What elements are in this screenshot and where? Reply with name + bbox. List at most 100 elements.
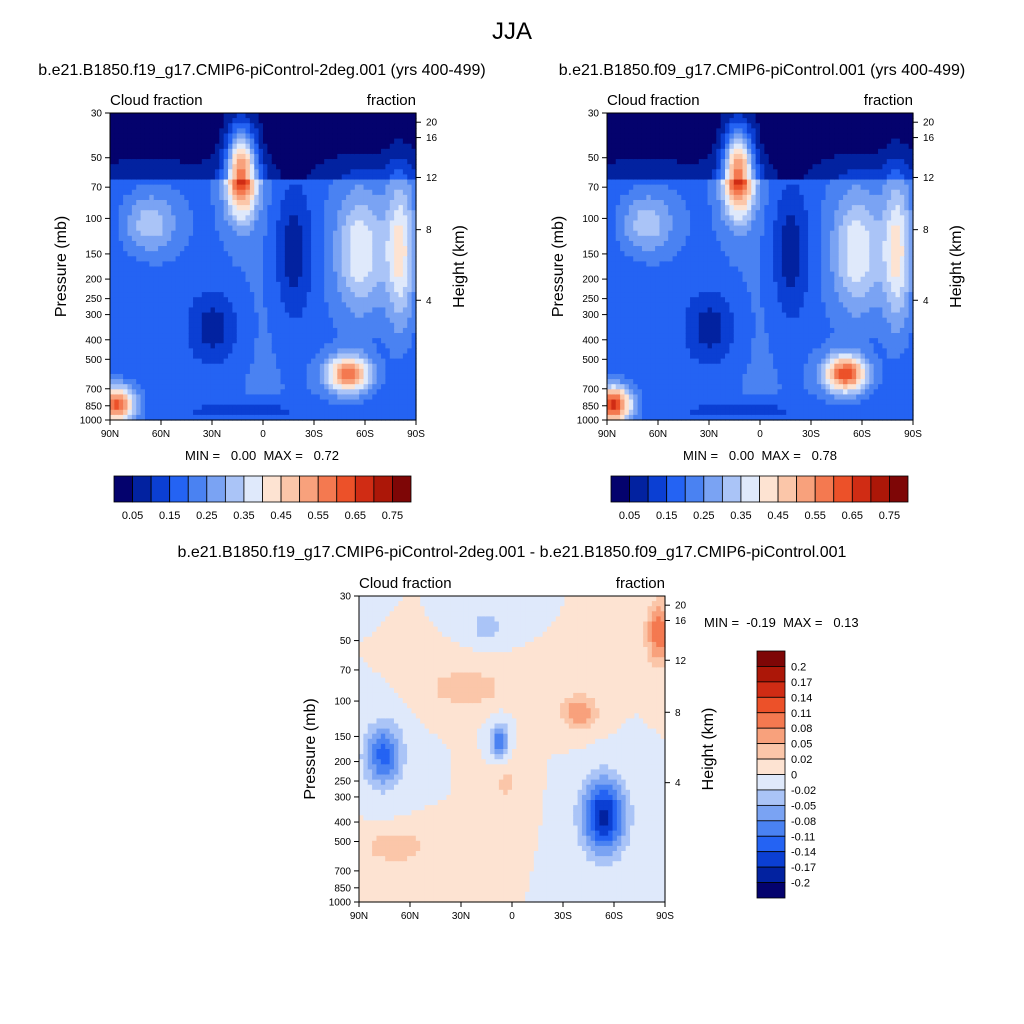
- panel-1-y2-tick-label: 16: [426, 133, 438, 144]
- panel-2-title: b.e21.B1850.f09_g17.CMIP6-piControl.001 …: [558, 62, 966, 79]
- panel-3-y-tick-label: 150: [334, 732, 351, 743]
- panel-3-colorbar-label: -0.2: [791, 878, 810, 890]
- panel-3-x-tick-label: 0: [509, 911, 515, 922]
- panel-3-colorbar-label: -0.11: [791, 831, 815, 843]
- figure-title: JJA: [491, 18, 532, 45]
- panel-3-y-tick-label: 70: [340, 665, 352, 676]
- panel-1-y-tick-label: 200: [85, 275, 102, 286]
- panel-1-colorbar-box: [392, 475, 412, 503]
- panel-3-ylabel: Pressure (mb): [302, 698, 319, 799]
- panel-3-colorbar-box: [756, 696, 786, 714]
- panel-3-y-tick-label: 850: [334, 883, 351, 894]
- panel-1-colorbar-label: 0.75: [382, 510, 403, 522]
- panel-2-colorbar-box: [889, 475, 909, 503]
- panel-2-y2-tick-label: 20: [923, 118, 935, 129]
- panel-3-colorbar-box: [756, 866, 786, 883]
- panel-1-x-tick-label: 60N: [152, 429, 170, 440]
- panel-3-colorbar-label: 0.17: [791, 677, 812, 689]
- panel-1-y-tick-label: 500: [85, 355, 102, 366]
- panel-3-colorbar-label: 0.14: [791, 692, 812, 704]
- panel-3-field: [359, 596, 666, 903]
- panel-3-y-tick-label: 250: [334, 777, 351, 788]
- panel-3-y2label: Height (km): [700, 708, 717, 791]
- panel-2-right-label: fraction: [864, 92, 913, 109]
- panel-3-colorbar-box: [756, 758, 786, 775]
- panel-2-x-tick-label: 90N: [598, 429, 616, 440]
- panel-1-y-tick-label: 70: [91, 183, 103, 194]
- panel-3-colorbar-box: [756, 650, 786, 667]
- panel-3-x-tick-label: 60S: [605, 911, 623, 922]
- panel-1-y2-tick-label: 8: [426, 225, 432, 236]
- panel-2-colorbar-label: 0.65: [842, 510, 863, 522]
- panel-2-stats: MIN = 0.00 MAX = 0.78: [683, 448, 837, 463]
- panel-2-colorbar-label: 0.75: [879, 510, 900, 522]
- panel-3-colorbar-box: [756, 882, 786, 899]
- panel-1-ylabel: Pressure (mb): [53, 216, 70, 317]
- panel-1-y-tick-label: 150: [85, 249, 102, 260]
- panel-1-field: [110, 113, 417, 421]
- panel-2-x-tick-label: 30N: [700, 429, 718, 440]
- panel-1-y-tick-label: 250: [85, 294, 102, 305]
- panel-2-ylabel: Pressure (mb): [550, 216, 567, 317]
- panel-3-colorbar-box: [756, 681, 786, 698]
- panel-3-x-tick-label: 90N: [350, 911, 368, 922]
- panel-1-y-tick-label: 300: [85, 310, 102, 321]
- panel-1-colorbar-label: 0.55: [307, 510, 328, 522]
- panel-3-colorbar-label: 0.02: [791, 754, 812, 766]
- panel-2-y2-tick-label: 8: [923, 225, 929, 236]
- panel-3-colorbar-box: [756, 820, 786, 837]
- panel-1-y-tick-label: 850: [85, 401, 102, 412]
- panel-3-right-label: fraction: [616, 575, 665, 592]
- panel-3-colorbar-label: 0.05: [791, 739, 812, 751]
- panel-1-colorbar-label: 0.35: [233, 510, 254, 522]
- panel-2-y-tick-label: 30: [588, 109, 600, 120]
- panel-1-y-tick-label: 700: [85, 384, 102, 395]
- panel-3-y-tick-label: 30: [340, 592, 352, 603]
- panel-1-colorbar-label: 0.15: [159, 510, 180, 522]
- panel-2-field: [607, 113, 914, 421]
- panel-3-y2-tick-label: 8: [675, 708, 681, 719]
- panel-1-y2-tick-label: 20: [426, 118, 438, 129]
- panel-1-stats: MIN = 0.00 MAX = 0.72: [185, 448, 339, 463]
- panel-1-x-tick-label: 0: [260, 429, 266, 440]
- panel-3-left-label: Cloud fraction: [359, 575, 452, 592]
- panel-2-y-tick-label: 70: [588, 183, 600, 194]
- panel-2-y-tick-label: 100: [582, 214, 599, 225]
- panel-2-x-tick-label: 0: [757, 429, 763, 440]
- panel-2-colorbar: [610, 475, 909, 503]
- panel-3-colorbar-box: [756, 835, 786, 853]
- panel-2-y2-tick-label: 4: [923, 296, 929, 307]
- panel-3-colorbar-label: -0.05: [791, 800, 816, 812]
- panel-1-colorbar-label: 0.45: [270, 510, 291, 522]
- panel-1-x-tick-label: 60S: [356, 429, 374, 440]
- panel-3-colorbar-label: 0: [791, 770, 797, 782]
- panel-2-x-tick-label: 90S: [904, 429, 922, 440]
- panel-1-y2-tick-label: 12: [426, 173, 438, 184]
- panel-3-x-tick-label: 60N: [401, 911, 419, 922]
- panel-3-colorbar-box: [756, 851, 786, 868]
- panel-2-y-tick-label: 200: [582, 275, 599, 286]
- panel-1-colorbar-label: 0.65: [345, 510, 366, 522]
- panel-1-x-tick-label: 30N: [203, 429, 221, 440]
- panel-3-y-tick-label: 100: [334, 697, 351, 708]
- panel-3-colorbar-box: [756, 804, 786, 822]
- panel-2-colorbar-label: 0.15: [656, 510, 677, 522]
- panel-3-colorbar-label: 0.11: [791, 708, 812, 720]
- panel-1-colorbar: [113, 475, 412, 503]
- panel-2-y-tick-label: 150: [582, 249, 599, 260]
- panel-2-x-tick-label: 60S: [853, 429, 871, 440]
- panel-3-colorbar: [756, 650, 786, 899]
- panel-3-y2-tick-label: 16: [675, 616, 687, 627]
- panel-2-colorbar-label: 0.05: [619, 510, 640, 522]
- panel-2-y-tick-label: 1000: [577, 416, 600, 427]
- panel-1-y-tick-label: 1000: [80, 416, 103, 427]
- panel-3-x-tick-label: 30S: [554, 911, 572, 922]
- panel-1-colorbar-label: 0.25: [196, 510, 217, 522]
- panel-1-right-label: fraction: [367, 92, 416, 109]
- panel-2-y-tick-label: 50: [588, 153, 600, 164]
- panel-3-colorbar-label: -0.14: [791, 847, 816, 859]
- panel-3-x-tick-label: 90S: [656, 911, 674, 922]
- panel-2-left-label: Cloud fraction: [607, 92, 700, 109]
- panel-1-left-label: Cloud fraction: [110, 92, 203, 109]
